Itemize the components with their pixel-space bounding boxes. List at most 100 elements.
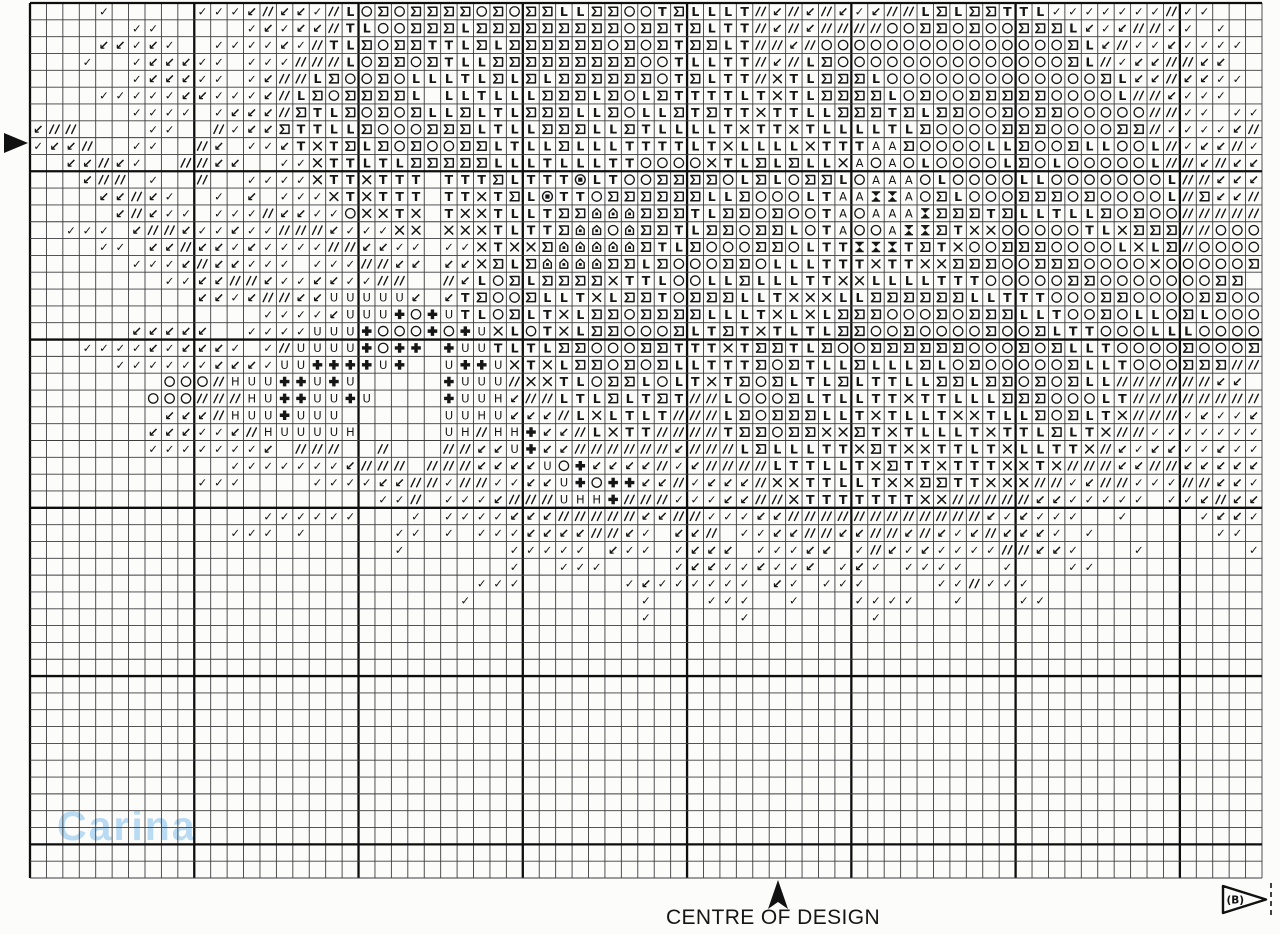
svg-text:✓: ✓ <box>1200 5 1210 19</box>
svg-text:✓: ✓ <box>181 207 191 221</box>
svg-text:↙: ↙ <box>263 273 273 288</box>
svg-text:L: L <box>297 88 305 103</box>
svg-text:✓: ✓ <box>1216 425 1226 439</box>
svg-text:✓: ✓ <box>296 526 306 540</box>
svg-text:A: A <box>839 223 847 237</box>
svg-text:T: T <box>445 54 454 69</box>
svg-text:✓: ✓ <box>296 274 306 288</box>
svg-text:L: L <box>560 290 568 305</box>
svg-text:↙: ↙ <box>1216 458 1226 473</box>
svg-text:✓: ✓ <box>230 526 240 540</box>
svg-text:✓: ✓ <box>230 291 240 305</box>
svg-text:L: L <box>658 122 666 137</box>
svg-text:✓: ✓ <box>559 543 569 557</box>
svg-text:✓: ✓ <box>1167 122 1177 136</box>
svg-text:L: L <box>954 4 962 19</box>
svg-text:L: L <box>560 391 568 406</box>
svg-text:↙: ↙ <box>772 4 782 19</box>
svg-text:U: U <box>313 341 321 355</box>
svg-text:L: L <box>921 155 929 170</box>
svg-text:✓: ✓ <box>904 543 914 557</box>
svg-text:L: L <box>839 290 847 305</box>
svg-text:✓: ✓ <box>1167 476 1177 490</box>
svg-text:✓: ✓ <box>280 459 290 473</box>
svg-text:↙: ↙ <box>1134 54 1144 69</box>
svg-text:L: L <box>806 189 814 204</box>
svg-text:✓: ✓ <box>1052 5 1062 19</box>
svg-text:↙: ↙ <box>230 256 240 271</box>
svg-text:T: T <box>905 492 914 507</box>
svg-text:✓: ✓ <box>477 526 487 540</box>
svg-text:L: L <box>872 357 880 372</box>
svg-text:↙: ↙ <box>197 273 207 288</box>
svg-text:L: L <box>330 122 338 137</box>
svg-text:✓: ✓ <box>230 89 240 103</box>
svg-text:T: T <box>1052 206 1061 221</box>
svg-text:✓: ✓ <box>230 38 240 52</box>
svg-text:↙: ↙ <box>1019 509 1029 524</box>
svg-text:L: L <box>330 105 338 120</box>
svg-text:T: T <box>970 458 979 473</box>
svg-text:T: T <box>675 88 684 103</box>
svg-text:T: T <box>872 374 881 389</box>
svg-text:✓: ✓ <box>641 543 651 557</box>
svg-text:↙: ↙ <box>789 38 799 53</box>
svg-text:T: T <box>724 21 733 36</box>
svg-text:T: T <box>691 341 700 356</box>
svg-text:T: T <box>543 223 552 238</box>
svg-text:✓: ✓ <box>99 5 109 19</box>
svg-text:L: L <box>1151 307 1159 322</box>
svg-text:L: L <box>478 122 486 137</box>
svg-text:↙: ↙ <box>164 240 174 255</box>
svg-text:↙: ↙ <box>1199 458 1209 473</box>
svg-text:↙: ↙ <box>115 189 125 204</box>
svg-text:✓: ✓ <box>66 223 76 237</box>
svg-text:L: L <box>806 71 814 86</box>
svg-text:↙: ↙ <box>821 542 831 557</box>
svg-text:T: T <box>477 88 486 103</box>
svg-text:L: L <box>478 273 486 288</box>
svg-text:↙: ↙ <box>542 475 552 490</box>
svg-text:↙: ↙ <box>526 475 536 490</box>
svg-text:L: L <box>741 290 749 305</box>
svg-text:↙: ↙ <box>460 273 470 288</box>
svg-text:✓: ✓ <box>1167 425 1177 439</box>
svg-text:L: L <box>527 155 535 170</box>
svg-text:✓: ✓ <box>674 493 684 507</box>
svg-text:↙: ↙ <box>1117 21 1127 36</box>
svg-text:↙: ↙ <box>164 408 174 423</box>
svg-text:✓: ✓ <box>1035 594 1045 608</box>
svg-text:↙: ↙ <box>378 475 388 490</box>
svg-text:L: L <box>856 290 864 305</box>
svg-text:↙: ↙ <box>723 492 733 507</box>
svg-text:✓: ✓ <box>756 543 766 557</box>
svg-text:✓: ✓ <box>740 610 750 624</box>
svg-text:✓: ✓ <box>148 257 158 271</box>
svg-text:✓: ✓ <box>575 560 585 574</box>
svg-text:✓: ✓ <box>1183 408 1193 422</box>
svg-text:U: U <box>313 392 321 406</box>
svg-text:T: T <box>855 408 864 423</box>
svg-text:T: T <box>642 139 651 154</box>
svg-text:T: T <box>822 256 831 271</box>
svg-text:✓: ✓ <box>1003 577 1013 591</box>
svg-text:↙: ↙ <box>1199 54 1209 69</box>
svg-text:A: A <box>839 190 847 204</box>
svg-text:↙: ↙ <box>509 408 519 423</box>
svg-text:↙: ↙ <box>247 122 257 137</box>
svg-text:U: U <box>264 392 272 406</box>
svg-text:✓: ✓ <box>230 5 240 19</box>
svg-text:L: L <box>856 391 864 406</box>
svg-text:✓: ✓ <box>1249 442 1259 456</box>
svg-text:L: L <box>708 122 716 137</box>
svg-text:L: L <box>478 307 486 322</box>
svg-text:L: L <box>675 240 683 255</box>
svg-text:↙: ↙ <box>49 139 59 154</box>
svg-text:T: T <box>740 324 749 339</box>
svg-text:↙: ↙ <box>263 21 273 36</box>
svg-text:✓: ✓ <box>296 156 306 170</box>
svg-text:↙: ↙ <box>805 559 815 574</box>
svg-text:✓: ✓ <box>1249 543 1259 557</box>
svg-text:↙: ↙ <box>247 357 257 372</box>
svg-text:T: T <box>806 122 815 137</box>
